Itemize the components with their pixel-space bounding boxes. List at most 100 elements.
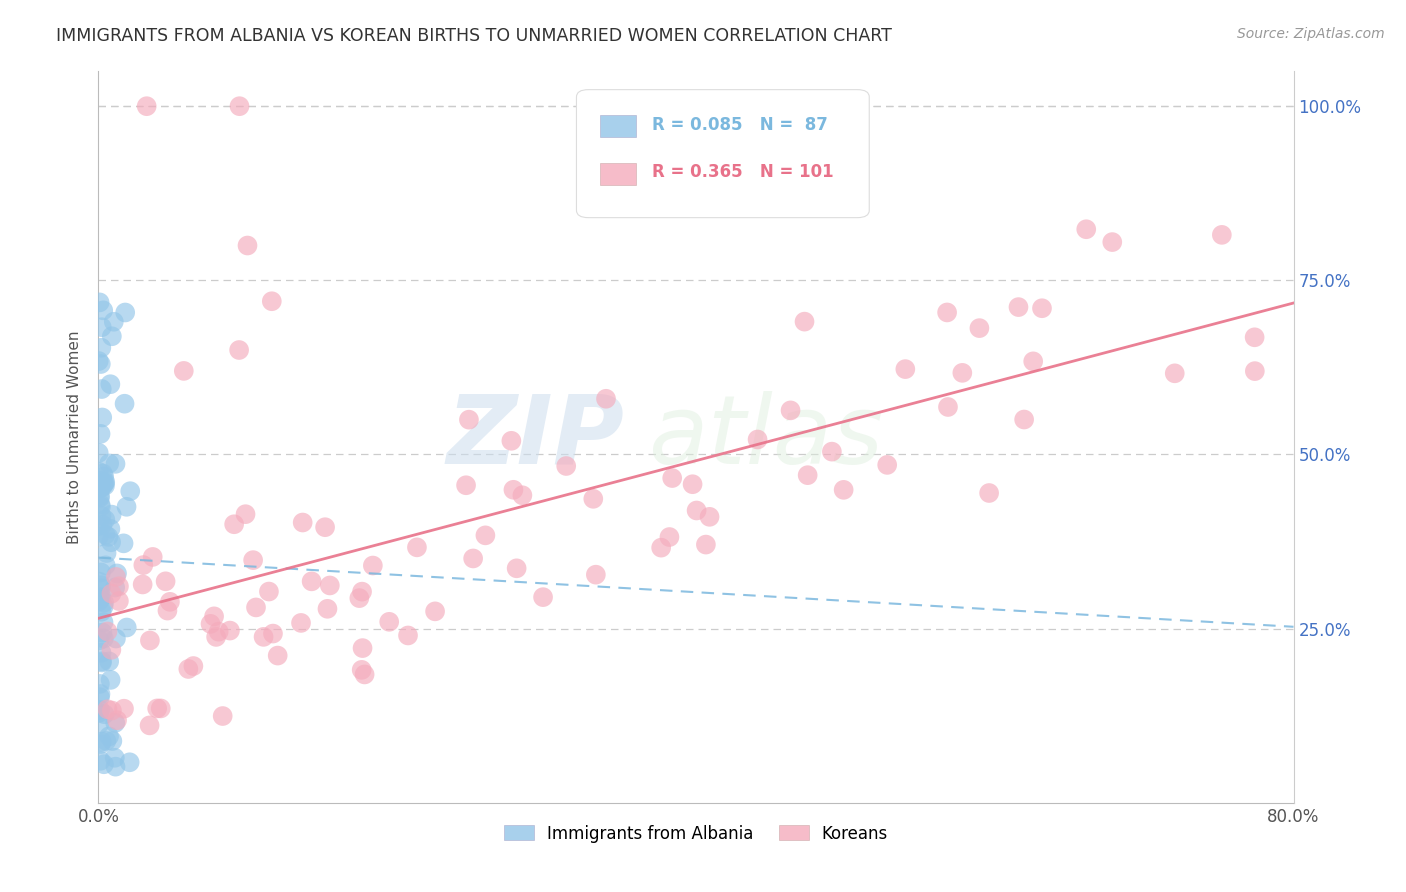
Point	[101, 734, 124, 748]
Point	[89, 592, 111, 607]
Point	[89, 574, 111, 589]
Point	[977, 486, 1000, 500]
Point	[350, 663, 373, 677]
Point	[661, 471, 683, 485]
Point	[228, 99, 250, 113]
Point	[87, 706, 110, 720]
Point	[135, 99, 157, 113]
Point	[1164, 367, 1187, 381]
Point	[463, 551, 485, 566]
Point	[512, 488, 534, 502]
Point	[156, 604, 179, 618]
Point	[97, 530, 120, 544]
Point	[205, 630, 228, 644]
Point	[832, 483, 855, 497]
Point	[224, 517, 246, 532]
Point	[257, 584, 280, 599]
Point	[89, 677, 111, 691]
Point	[90, 382, 112, 396]
Point	[93, 615, 115, 630]
Text: ZIP: ZIP	[446, 391, 624, 483]
Point	[155, 574, 177, 589]
Point	[349, 591, 371, 606]
Point	[149, 701, 172, 715]
Point	[94, 558, 117, 573]
Point	[108, 579, 131, 593]
Point	[94, 528, 117, 542]
Point	[267, 648, 290, 663]
Point	[98, 729, 121, 743]
Point	[90, 500, 112, 514]
Point	[936, 400, 959, 414]
Point	[501, 434, 523, 448]
Point	[352, 584, 374, 599]
Point	[894, 362, 917, 376]
Point	[104, 751, 127, 765]
Point	[104, 581, 127, 595]
Point	[252, 630, 274, 644]
Point	[87, 446, 110, 460]
Point	[595, 392, 617, 406]
Point	[1211, 227, 1233, 242]
Point	[108, 594, 131, 608]
Point	[104, 570, 127, 584]
Point	[104, 759, 127, 773]
Point	[98, 655, 121, 669]
Point	[112, 536, 135, 550]
Point	[96, 624, 118, 639]
Point	[454, 478, 477, 492]
Point	[531, 590, 554, 604]
Point	[353, 667, 375, 681]
Point	[98, 457, 121, 471]
Point	[89, 754, 111, 768]
Point	[96, 546, 118, 560]
Point	[695, 538, 717, 552]
Point	[235, 507, 257, 521]
Point	[93, 469, 115, 483]
Point	[104, 632, 127, 646]
Point	[90, 581, 112, 595]
Point	[90, 605, 112, 619]
Point	[173, 364, 195, 378]
Text: R = 0.085   N =  87: R = 0.085 N = 87	[652, 116, 828, 134]
Point	[87, 519, 110, 533]
Point	[104, 715, 127, 730]
Point	[200, 616, 222, 631]
Point	[1007, 300, 1029, 314]
Point	[319, 578, 342, 592]
Point	[90, 578, 112, 592]
Point	[89, 690, 111, 705]
Point	[101, 329, 124, 343]
Point	[114, 305, 136, 319]
Point	[93, 478, 115, 492]
Point	[1101, 235, 1123, 249]
Text: IMMIGRANTS FROM ALBANIA VS KOREAN BIRTHS TO UNMARRIED WOMEN CORRELATION CHART: IMMIGRANTS FROM ALBANIA VS KOREAN BIRTHS…	[56, 27, 893, 45]
Point	[100, 642, 122, 657]
Point	[1076, 222, 1098, 236]
FancyBboxPatch shape	[600, 115, 636, 137]
Point	[89, 295, 111, 310]
Point	[90, 481, 112, 495]
Point	[290, 615, 312, 630]
Point	[105, 566, 128, 581]
Point	[131, 577, 153, 591]
Point	[105, 713, 128, 727]
Point	[352, 641, 374, 656]
Point	[747, 433, 769, 447]
Point	[90, 508, 112, 523]
Point	[969, 321, 991, 335]
Point	[1022, 354, 1045, 368]
Point	[183, 659, 205, 673]
Point	[115, 500, 138, 514]
Point	[91, 517, 114, 532]
Point	[93, 599, 115, 614]
Point	[260, 294, 283, 309]
Point	[90, 357, 112, 371]
Point	[396, 628, 419, 642]
Point	[796, 468, 818, 483]
Point	[1243, 364, 1265, 378]
Point	[94, 478, 117, 492]
Point	[90, 474, 112, 488]
Point	[112, 702, 135, 716]
Point	[93, 707, 115, 722]
